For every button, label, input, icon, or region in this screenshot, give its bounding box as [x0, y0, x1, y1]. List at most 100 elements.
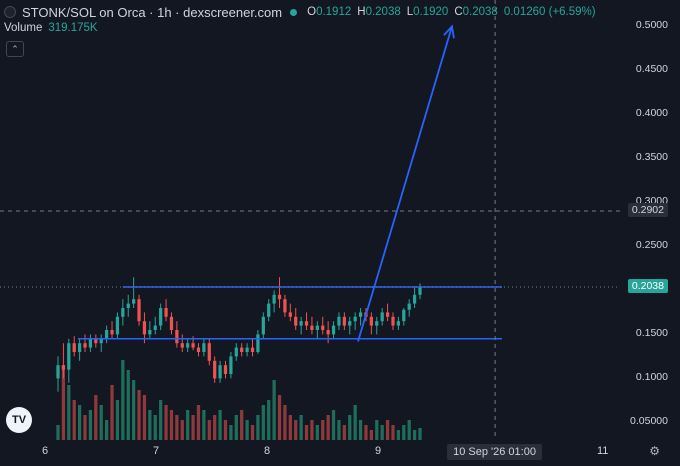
candle-body [132, 299, 136, 304]
candle-body [326, 330, 330, 335]
volume-bar [110, 385, 114, 440]
volume-bar [191, 415, 195, 440]
candle-body [385, 312, 390, 317]
candle-body [375, 321, 379, 326]
candle-body [321, 325, 325, 330]
volume-bar [256, 415, 260, 440]
volume-bar [99, 405, 103, 440]
volume-bar [77, 405, 82, 440]
candle-body [191, 343, 195, 348]
symbol-icon [4, 6, 16, 18]
candle-body [391, 316, 395, 326]
candle-body [72, 343, 76, 352]
status-dot-icon [290, 8, 298, 16]
volume-bar [72, 400, 76, 440]
crosshair-price-tag: 0.2902 [627, 203, 668, 218]
volume-bar [261, 405, 265, 440]
volume-value: 319.175K [48, 22, 98, 34]
volume-bar [272, 380, 276, 440]
candle-body [121, 308, 125, 317]
volume-bar [223, 420, 228, 440]
candle-body [256, 334, 260, 352]
volume-bar [240, 410, 244, 440]
candle-body [299, 321, 303, 326]
volume-bar [61, 365, 66, 440]
volume-bar [267, 400, 271, 440]
candle-body [207, 343, 211, 361]
tradingview-logo[interactable]: TV [6, 407, 32, 433]
volume-bar [337, 420, 341, 440]
candle-body [83, 343, 87, 348]
candle-body [126, 303, 130, 308]
time-tick-label: 6 [42, 445, 49, 457]
candle-body [213, 360, 217, 379]
candle-body [142, 321, 147, 335]
volume-bar [202, 410, 206, 440]
price-tick-label: 0.1000 [635, 371, 668, 384]
candle-body [418, 287, 422, 295]
volume-bar [375, 420, 379, 440]
price-tick-label: 0.5000 [635, 19, 668, 32]
volume-bar [321, 420, 325, 440]
volume-label: Volume [4, 22, 43, 34]
candle-body [164, 308, 168, 317]
trend-arrow-head [443, 24, 455, 39]
volume-bar [331, 410, 336, 440]
volume-bar [142, 395, 147, 440]
candle-body [272, 294, 276, 304]
time-tick-label: 9 [375, 445, 382, 457]
price-tick-label: 0.2500 [635, 239, 668, 252]
candle-body [250, 347, 255, 352]
volume-bar [88, 410, 93, 440]
volume-bar [115, 400, 120, 440]
candle-body [159, 308, 163, 326]
current-price-tag: 0.2038 [627, 279, 668, 294]
volume-bar [213, 415, 217, 440]
price-tick-label: 0.4500 [635, 63, 668, 76]
volume-bar [326, 415, 330, 440]
volume-bar [310, 420, 314, 440]
volume-bar [186, 410, 190, 440]
crosshair-time-tag: 10 Sep '26 01:00 [447, 444, 542, 460]
candle-body [169, 316, 174, 330]
volume-bar [385, 420, 390, 440]
volume-bar [299, 415, 303, 440]
volume-bar [391, 425, 395, 440]
settings-icon[interactable]: ⚙ [649, 444, 660, 458]
volume-bar [342, 425, 346, 440]
candle-body [288, 312, 292, 317]
candle-body [229, 356, 233, 374]
candle-body [67, 343, 71, 370]
candle-body [304, 321, 309, 326]
volume-bar [304, 425, 309, 440]
volume-bar [105, 420, 109, 440]
price-tick-label: 0.3500 [635, 151, 668, 164]
time-tick-label: 8 [264, 445, 271, 457]
collapse-legend-button[interactable]: ⌃ [6, 41, 24, 57]
candle-body [283, 299, 287, 313]
candle-body [294, 316, 298, 326]
candle-body [407, 303, 411, 310]
volume-bar [207, 420, 211, 440]
volume-bar [169, 410, 174, 440]
candle-body [56, 365, 60, 379]
volume-bar [294, 420, 298, 440]
candle-body [105, 330, 109, 339]
candle-body [218, 365, 222, 379]
candle-body [353, 316, 357, 322]
volume-bar [369, 430, 373, 440]
volume-bar [234, 415, 238, 440]
candle-body [315, 325, 319, 330]
candle-body [137, 299, 141, 322]
volume-legend: Volume 319.175K [4, 22, 98, 34]
volume-bar [83, 415, 87, 440]
candle-body [267, 303, 271, 317]
candle-body [202, 343, 206, 352]
volume-bar [407, 420, 411, 440]
candle-body [153, 325, 157, 330]
candle-body [110, 330, 114, 335]
volume-bar [396, 430, 401, 440]
volume-bar [364, 425, 368, 440]
candle-body [175, 330, 179, 344]
